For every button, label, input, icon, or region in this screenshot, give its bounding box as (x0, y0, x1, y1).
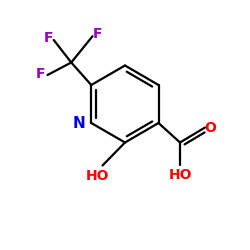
Text: O: O (204, 120, 216, 134)
Text: HO: HO (86, 168, 109, 182)
Text: N: N (73, 116, 86, 130)
Text: F: F (93, 27, 103, 41)
Text: F: F (36, 67, 45, 81)
Text: F: F (44, 31, 53, 45)
Text: HO: HO (168, 168, 192, 182)
